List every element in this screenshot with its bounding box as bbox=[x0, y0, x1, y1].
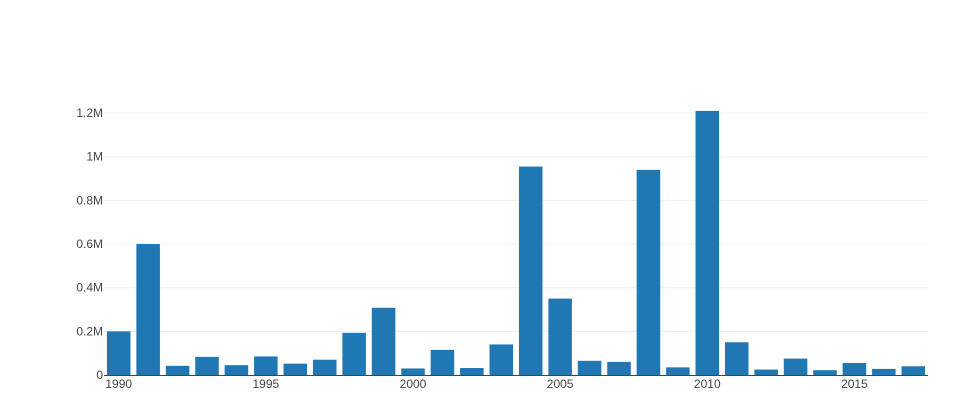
bar-2003[interactable] bbox=[489, 344, 514, 375]
bar-2004[interactable] bbox=[518, 166, 543, 375]
bar-2000[interactable] bbox=[401, 368, 425, 375]
x-tick-label: 2005 bbox=[547, 377, 574, 391]
gridlines bbox=[104, 112, 928, 332]
bar-1992[interactable] bbox=[165, 365, 190, 375]
bar-2012[interactable] bbox=[754, 369, 778, 375]
y-tick-label: 0.6M bbox=[76, 237, 103, 251]
bar-1990[interactable] bbox=[106, 331, 131, 375]
y-tick-label: 0.2M bbox=[76, 324, 103, 338]
bar-1995[interactable] bbox=[254, 356, 278, 375]
bar-2010[interactable] bbox=[695, 110, 720, 376]
bar-2008[interactable] bbox=[636, 169, 661, 375]
bar-1993[interactable] bbox=[195, 356, 219, 375]
x-tick-label: 2000 bbox=[400, 377, 427, 391]
bar-2009[interactable] bbox=[666, 367, 690, 375]
bar-2017[interactable] bbox=[901, 366, 926, 375]
bar-2014[interactable] bbox=[813, 370, 837, 375]
bar-2011[interactable] bbox=[724, 342, 749, 375]
x-tick-label: 2015 bbox=[841, 377, 868, 391]
bar-2015[interactable] bbox=[842, 362, 867, 375]
bar-2005[interactable] bbox=[548, 298, 572, 375]
bar-1991[interactable] bbox=[136, 244, 160, 375]
x-tick-labels: 1990 1995 2000 2005 2010 2015 bbox=[105, 377, 868, 391]
x-tick-label: 1995 bbox=[253, 377, 280, 391]
bar-1994[interactable] bbox=[224, 365, 249, 375]
bar-1999[interactable] bbox=[371, 307, 396, 375]
bar-1996[interactable] bbox=[283, 363, 308, 375]
bar-2016[interactable] bbox=[872, 368, 896, 375]
bar-1997[interactable] bbox=[312, 359, 337, 375]
bar-2007[interactable] bbox=[607, 361, 631, 375]
y-tick-label: 0.8M bbox=[76, 193, 103, 207]
y-tick-label: 1.2M bbox=[76, 106, 103, 120]
bar-2001[interactable] bbox=[430, 349, 455, 375]
bars bbox=[106, 110, 926, 376]
y-tick-label: 0 bbox=[96, 368, 103, 382]
y-tick-labels: 0 0.2M 0.4M 0.6M 0.8M 1M 1.2M bbox=[76, 106, 103, 382]
bar-2002[interactable] bbox=[460, 368, 484, 375]
bar-2006[interactable] bbox=[577, 360, 602, 375]
bar-2013[interactable] bbox=[783, 358, 808, 375]
y-tick-label: 0.4M bbox=[76, 281, 103, 295]
x-tick-label: 1990 bbox=[105, 377, 132, 391]
x-tick-label: 2010 bbox=[694, 377, 721, 391]
y-tick-label: 1M bbox=[86, 150, 103, 164]
bar-1998[interactable] bbox=[342, 332, 366, 375]
